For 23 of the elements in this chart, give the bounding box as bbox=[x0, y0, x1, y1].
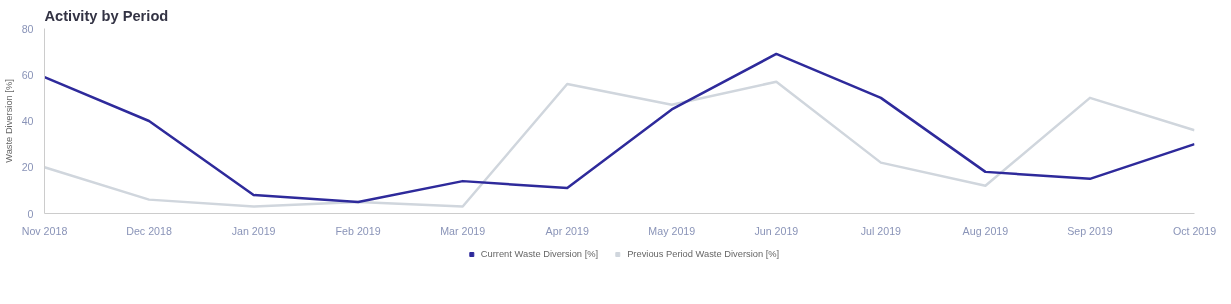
x-tick-label: Apr 2019 bbox=[545, 224, 589, 237]
x-tick-label: Jan 2019 bbox=[231, 224, 276, 237]
chart-title: Activity by Period bbox=[44, 7, 169, 24]
x-tick-label: May 2019 bbox=[648, 224, 696, 237]
legend-label: Previous Period Waste Diversion [%] bbox=[627, 249, 780, 259]
legend-label: Current Waste Diversion [%] bbox=[480, 249, 599, 259]
x-tick-label: Oct 2019 bbox=[1172, 224, 1217, 237]
y-tick-label: 20 bbox=[21, 161, 34, 174]
y-tick-label: 40 bbox=[21, 115, 34, 127]
y-tick-label: 80 bbox=[21, 22, 34, 35]
x-tick-label: Jun 2019 bbox=[754, 224, 799, 237]
y-tick-label: 0 bbox=[27, 207, 34, 220]
y-axis-title: Waste Diversion [%] bbox=[3, 79, 14, 163]
x-tick-label: Aug 2019 bbox=[962, 224, 1009, 237]
x-tick-label: Sep 2019 bbox=[1067, 224, 1113, 237]
x-tick-label: Nov 2018 bbox=[21, 224, 68, 237]
x-tick-label: Mar 2019 bbox=[440, 224, 486, 237]
y-tick-label: 60 bbox=[21, 68, 34, 81]
line-series bbox=[44, 52, 1195, 204]
line-series bbox=[44, 80, 1195, 208]
x-tick-label: Dec 2018 bbox=[126, 224, 172, 237]
x-tick-label: Feb 2019 bbox=[335, 224, 381, 237]
x-tick-label: Jul 2019 bbox=[860, 224, 902, 237]
